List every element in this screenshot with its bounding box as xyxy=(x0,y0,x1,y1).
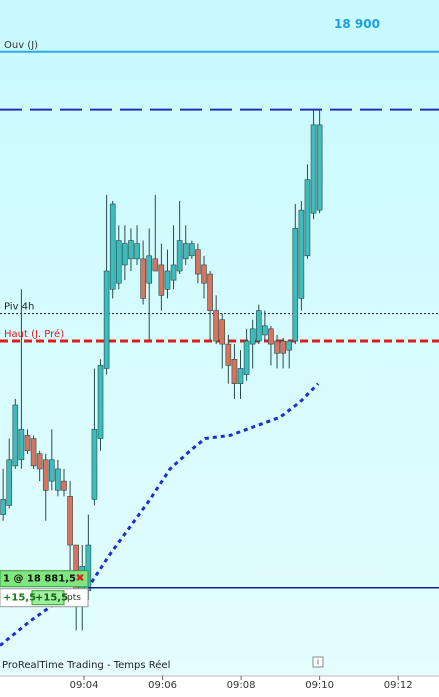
candle-body xyxy=(170,264,177,281)
candle-body xyxy=(122,243,128,266)
pnl-points-box xyxy=(31,590,65,606)
pnl-unit: pts xyxy=(67,593,81,603)
y-tick-label: 18 900 xyxy=(334,17,380,31)
candle-body xyxy=(36,453,43,470)
candle-body xyxy=(109,203,116,290)
x-tick-label: 09:12 xyxy=(384,680,413,691)
candle-body xyxy=(140,258,146,299)
level-label: Haut (J. Pré) xyxy=(4,328,64,340)
x-tick-label: 09:10 xyxy=(305,680,334,691)
footer: ProRealTime Trading - Temps Réel xyxy=(2,659,170,671)
candle-body xyxy=(24,435,31,451)
candle-body xyxy=(243,340,250,375)
candle-body xyxy=(286,340,292,351)
candle-body xyxy=(219,319,226,345)
candle-body xyxy=(103,270,110,369)
candle-body xyxy=(201,264,207,284)
candle-body xyxy=(231,359,238,384)
x-axis-strip xyxy=(0,676,439,697)
pnl: +15,5 xyxy=(3,593,36,604)
candle-body xyxy=(49,459,55,482)
candle-body xyxy=(12,404,19,467)
close-position: ✖ xyxy=(75,572,84,585)
candle-body xyxy=(237,368,244,384)
candle-body xyxy=(249,328,256,345)
pnl-points: +15,5 xyxy=(35,593,68,604)
candle-body xyxy=(195,249,201,275)
candle-body xyxy=(55,468,61,491)
candle-body xyxy=(6,459,13,506)
candle-body xyxy=(213,310,219,342)
candle-body xyxy=(134,243,140,260)
info-icon[interactable] xyxy=(312,656,324,668)
candle-body xyxy=(274,340,280,354)
candle-body xyxy=(30,438,37,467)
candle-body xyxy=(207,273,213,311)
candle-body xyxy=(310,124,317,214)
candle-body xyxy=(0,499,6,515)
candle-body xyxy=(97,365,104,439)
candle-body xyxy=(128,240,134,260)
position-label: 1 @ 18 881,5 xyxy=(3,574,76,585)
candle-body xyxy=(158,264,165,296)
candle-body xyxy=(115,240,122,284)
position-box xyxy=(0,570,89,588)
candle-body xyxy=(91,429,98,500)
candle-body xyxy=(189,243,195,257)
level-label: Piv 4h xyxy=(4,302,34,313)
candle-body xyxy=(42,459,49,491)
candle-body xyxy=(316,124,323,211)
candle-body xyxy=(61,480,67,491)
candle-body xyxy=(304,179,311,257)
info-icon-glyph: i xyxy=(317,658,319,667)
candle-body xyxy=(182,243,189,260)
x-tick-label: 09:08 xyxy=(227,680,256,691)
candle-body xyxy=(292,228,299,342)
x-tick-label: 09:06 xyxy=(148,680,177,691)
level-label: Ouv (J) xyxy=(4,40,38,51)
candle-body xyxy=(255,310,262,342)
candle-body xyxy=(262,325,268,336)
candle-body xyxy=(268,328,274,345)
candle-body xyxy=(146,255,153,284)
candle-body xyxy=(225,343,232,366)
candle-body xyxy=(164,270,171,290)
candle-body xyxy=(152,258,159,272)
candle-body xyxy=(18,429,25,461)
x-tick-label: 09:04 xyxy=(70,680,99,691)
candle-body xyxy=(298,209,305,299)
candle-body xyxy=(67,496,73,546)
moving-average xyxy=(0,382,320,647)
candle-body xyxy=(280,340,286,354)
candle-body xyxy=(176,240,183,272)
